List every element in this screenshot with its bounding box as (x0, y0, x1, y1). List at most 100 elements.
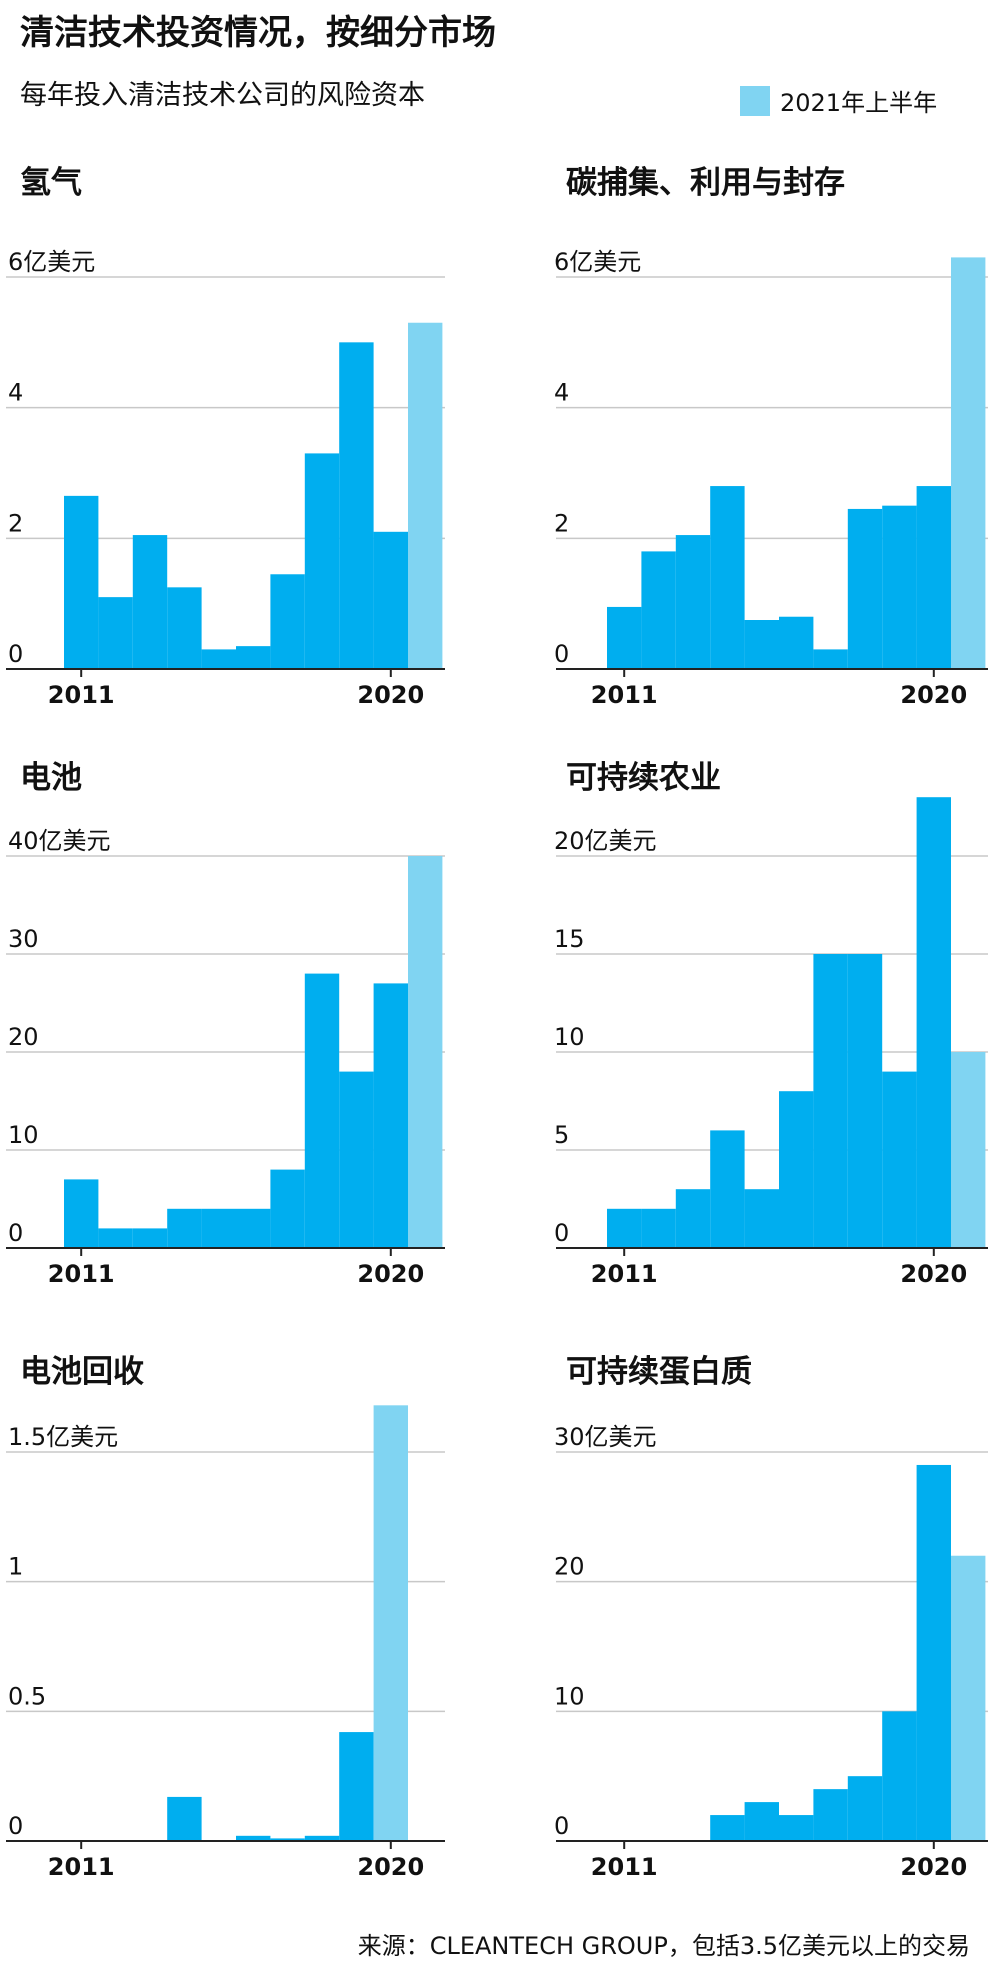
bar (98, 597, 133, 669)
chart-title: 可持续农业 (566, 760, 721, 796)
y-tick-label: 10 (8, 1121, 39, 1149)
bar (339, 1071, 374, 1248)
x-tick-label: 2020 (357, 1260, 424, 1288)
y-tick-label: 20亿美元 (554, 827, 657, 855)
x-tick-label: 2011 (48, 1260, 115, 1288)
y-tick-label: 10 (554, 1682, 585, 1710)
bar (813, 954, 848, 1248)
y-tick-label: 6亿美元 (8, 248, 95, 276)
y-tick-label: 15 (554, 925, 585, 953)
bar (304, 453, 340, 669)
x-tick-label: 2011 (591, 681, 658, 709)
y-tick-label: 5 (554, 1121, 569, 1149)
bar (304, 1835, 340, 1841)
bar (779, 616, 814, 669)
x-tick-label: 2020 (900, 1853, 967, 1881)
y-tick-label: 30 (8, 925, 39, 953)
y-tick-label: 0 (554, 640, 569, 668)
bar (779, 1815, 814, 1841)
chart-title: 电池回收 (20, 1354, 144, 1390)
bar (813, 1789, 848, 1841)
page-title: 清洁技术投资情况，按细分市场 (20, 13, 496, 53)
legend-label: 2021年上半年 (780, 89, 937, 117)
x-tick-label: 2011 (48, 681, 115, 709)
y-tick-label: 0 (8, 1812, 23, 1840)
bar (408, 322, 443, 669)
y-tick-label: 0 (8, 640, 23, 668)
y-tick-label: 6亿美元 (554, 248, 641, 276)
y-tick-label: 0.5 (8, 1682, 46, 1710)
bar (641, 1208, 676, 1248)
bar (882, 1711, 917, 1841)
bar (641, 551, 676, 669)
bar (132, 1228, 168, 1248)
chart-title: 碳捕集、利用与封存 (566, 165, 845, 201)
bar (64, 1179, 99, 1248)
x-tick-label: 2020 (357, 1853, 424, 1881)
y-tick-label: 20 (8, 1023, 39, 1051)
x-tick-label: 2020 (900, 1260, 967, 1288)
legend-swatch (740, 86, 770, 116)
x-tick-label: 2011 (48, 1853, 115, 1881)
bar (607, 1208, 642, 1248)
y-tick-label: 0 (554, 1812, 569, 1840)
bar (882, 1071, 917, 1248)
bar (744, 620, 779, 669)
bar (951, 257, 986, 669)
bar (408, 856, 443, 1248)
y-tick-label: 1 (8, 1553, 23, 1581)
y-tick-label: 20 (554, 1553, 585, 1581)
bar (951, 1052, 986, 1248)
bar (916, 486, 951, 669)
bar (710, 486, 745, 669)
bar (779, 1091, 814, 1248)
x-tick-label: 2020 (900, 681, 967, 709)
bar (710, 1815, 745, 1841)
x-tick-label: 2011 (591, 1260, 658, 1288)
y-tick-label: 30亿美元 (554, 1423, 657, 1451)
bar (132, 535, 168, 669)
bar (916, 1464, 951, 1841)
bar (270, 1169, 305, 1248)
y-tick-label: 40亿美元 (8, 827, 111, 855)
bar (744, 1802, 779, 1841)
y-tick-label: 0 (8, 1219, 23, 1247)
bar (607, 606, 642, 669)
bar (710, 1130, 745, 1248)
chart-title: 氢气 (20, 165, 82, 201)
bar (847, 954, 883, 1248)
y-tick-label: 2 (8, 509, 23, 537)
source: 来源：CLEANTECH GROUP，包括3.5亿美元以上的交易 (358, 1932, 970, 1960)
bar (201, 649, 236, 669)
bar (373, 531, 408, 669)
bar (339, 342, 374, 669)
x-tick-label: 2020 (357, 681, 424, 709)
bar (675, 535, 711, 669)
bar (339, 1732, 374, 1841)
bar (847, 1776, 883, 1841)
bar (951, 1555, 986, 1841)
bar (236, 646, 271, 669)
bar (916, 797, 951, 1248)
bar (201, 1208, 236, 1248)
bar (270, 574, 305, 669)
y-tick-label: 1.5亿美元 (8, 1423, 118, 1451)
y-tick-label: 4 (554, 379, 569, 407)
y-tick-label: 2 (554, 509, 569, 537)
chart-title: 可持续蛋白质 (566, 1354, 752, 1390)
bar (167, 1208, 202, 1248)
y-tick-label: 4 (8, 379, 23, 407)
bar (373, 1405, 408, 1841)
bar (167, 587, 202, 669)
bar (813, 649, 848, 669)
bar (373, 983, 408, 1248)
bar (236, 1208, 271, 1248)
bar (167, 1796, 202, 1841)
bar (236, 1835, 271, 1841)
bar (98, 1228, 133, 1248)
y-tick-label: 10 (554, 1023, 585, 1051)
bar (270, 1838, 305, 1841)
x-tick-label: 2011 (591, 1853, 658, 1881)
bar (847, 508, 883, 669)
bar (304, 973, 340, 1248)
